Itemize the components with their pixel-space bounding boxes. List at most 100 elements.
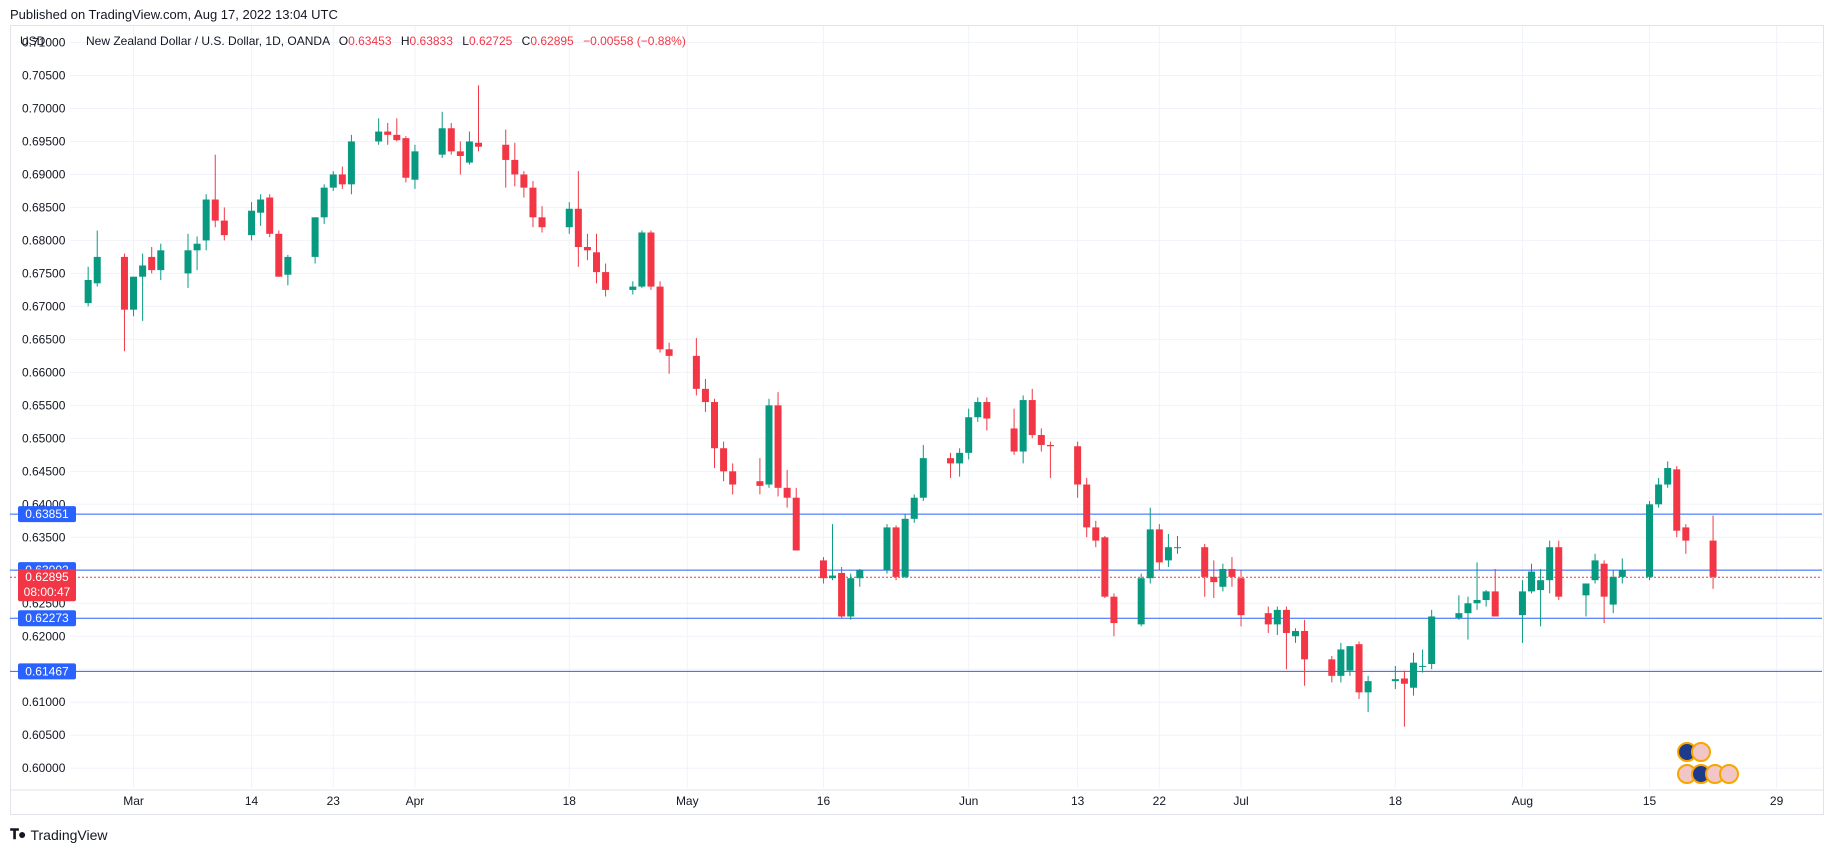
candle-body [1146,529,1154,579]
candle [883,524,891,574]
candle [538,206,546,233]
candle-body [1491,591,1499,617]
candle [1346,646,1354,676]
y-tick-label: 0.67000 [22,299,66,313]
candle [1682,524,1690,554]
candle-body [1555,547,1563,597]
candle [438,111,446,158]
candle [1518,580,1526,643]
candle-body [574,208,582,248]
y-tick-label: 0.69500 [22,134,66,148]
candle [856,568,864,587]
last-price-label: 0.62895 [25,570,69,584]
candle [130,276,138,317]
candle-body [347,141,355,185]
x-tick-label: 29 [1770,794,1784,808]
candle-body [193,243,201,251]
candle [1201,543,1209,597]
candle-body [393,134,401,141]
candle-body [438,128,446,155]
candle-body [838,572,846,617]
x-tick-label: Jul [1233,794,1248,808]
candle [157,243,165,280]
candle [202,194,210,251]
candle-body [947,458,955,464]
event-badge-top[interactable] [1677,740,1723,766]
high-label: H [400,34,410,48]
candle [1264,606,1272,633]
candle [956,448,964,477]
us-flag-icon [1719,764,1739,784]
candle-body [701,388,709,403]
candle [1555,540,1563,600]
close-value: 0.62895 [530,34,574,48]
candle-body [1682,527,1690,541]
candle-body [139,265,147,277]
grid-layer [70,26,1822,788]
candle-body [892,527,900,577]
candle-body [257,199,265,213]
candle [792,487,800,551]
candle-body [974,402,982,418]
price-tag: 0.61467 [18,663,76,680]
candle-body [248,210,256,236]
y-tick-label: 0.65000 [22,431,66,445]
y-tick-label: 0.61000 [22,695,66,709]
candle-body [529,187,537,218]
currency-label: USD [20,34,46,48]
chart-frame[interactable] [10,25,1824,815]
tradingview-logo-icon[interactable]: 𝐓● [10,826,27,842]
candle [1074,441,1082,498]
candle [284,254,292,286]
candle [1546,540,1554,594]
candle-body [456,151,464,156]
candle [120,253,128,352]
candle-body [1591,560,1599,581]
y-tick-label: 0.71000 [22,35,66,49]
price-tag-label: 0.61467 [25,664,69,678]
candle [93,230,101,287]
candle [184,233,192,288]
candle-body [1410,662,1418,688]
candle-body [583,247,591,251]
candle-body [638,232,646,287]
candle [1455,595,1463,620]
candle-body [1037,435,1045,445]
candle [1709,515,1717,589]
low-value: 0.62725 [468,34,513,48]
candle-body [1364,681,1372,693]
candle-body [1173,547,1181,549]
candle-body [856,570,864,579]
price-tag-bg [18,663,76,680]
candle-body [1546,547,1554,581]
x-tick-label: 18 [1389,794,1403,808]
candle-body [1618,570,1626,577]
candle [275,230,283,277]
open-value: 0.63453 [348,34,392,48]
candle [1110,593,1118,637]
candle-body [901,518,909,577]
candle-body [1237,578,1245,616]
candle-body [965,417,973,453]
y-tick-label: 0.68000 [22,233,66,247]
candle [692,338,700,396]
candle-body [1228,568,1236,577]
high-value: 0.63833 [409,34,453,48]
candle-body [148,256,156,271]
x-tick-label: May [676,794,699,808]
candle-body [311,217,319,257]
candle-body [1709,540,1717,577]
candle [329,171,337,191]
candlestick-chart[interactable]: 0.71000 0.70500 0.70000 0.69500 0.69000 0.685… [0,0,1834,820]
candle-body [910,497,918,519]
candle [1164,534,1172,567]
candle [1528,563,1536,594]
candle-body [1464,603,1472,614]
candle-body [1219,568,1227,587]
brand-name[interactable]: TradingView [30,826,108,843]
event-badge-bottom[interactable] [1677,762,1741,788]
candle-body [1537,580,1545,591]
candle-body [157,250,165,271]
price-tag-label: 0.62273 [25,611,69,625]
